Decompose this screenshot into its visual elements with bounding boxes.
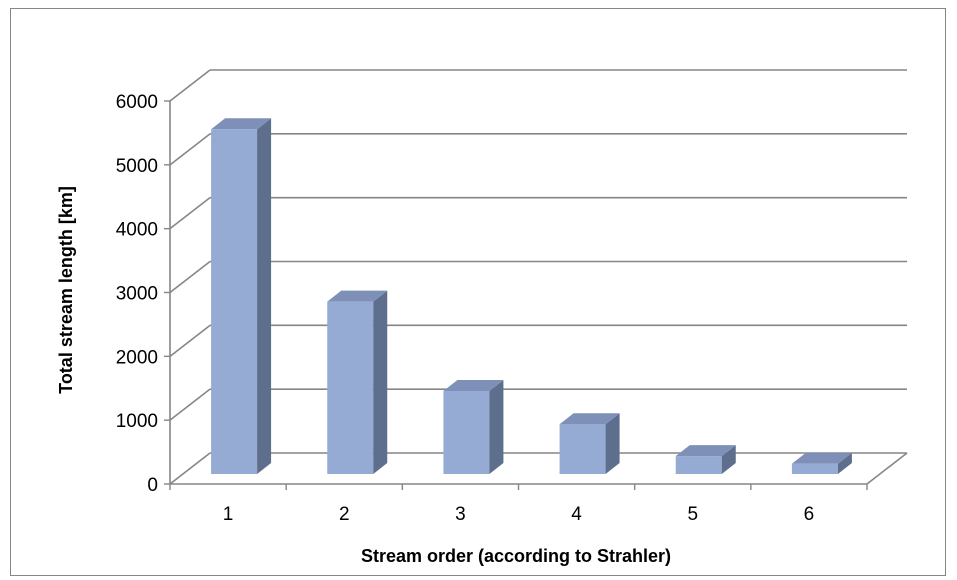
x-tick-labels: 1 2 3 4 5 6 xyxy=(223,504,814,525)
bar-side xyxy=(721,445,736,474)
gridline-diagonal xyxy=(169,388,211,421)
x-tick-label: 1 xyxy=(223,504,234,525)
y-axis-title: Total stream length [km] xyxy=(56,186,76,394)
gridline-diagonal xyxy=(169,260,211,294)
bar-3 xyxy=(443,380,504,474)
gridline-diagonal xyxy=(169,452,211,485)
x-tick-label: 3 xyxy=(455,504,466,525)
bar-5 xyxy=(675,445,736,474)
x-axis-title: Stream order (according to Strahler) xyxy=(361,546,671,566)
bar-2 xyxy=(327,290,388,474)
y-tick-labels: 0 1000 2000 3000 4000 5000 6000 xyxy=(116,92,158,496)
gridline-diagonal xyxy=(169,324,211,357)
gridline-diagonal xyxy=(169,69,211,102)
x-tick-label: 4 xyxy=(571,504,582,525)
bar-side xyxy=(373,290,388,474)
y-tick-label: 1000 xyxy=(116,411,158,432)
x-tick-label: 5 xyxy=(687,504,698,525)
y-tick-label: 0 xyxy=(147,475,158,496)
x-tick-label: 6 xyxy=(804,504,815,525)
bar-top xyxy=(327,290,388,302)
bar-top xyxy=(443,380,504,392)
bar-front xyxy=(559,424,606,474)
gridlines xyxy=(169,69,908,485)
bar-4 xyxy=(559,413,620,474)
bar-6 xyxy=(791,452,852,474)
bars xyxy=(211,118,852,475)
bar-top xyxy=(791,452,852,464)
y-tick-label: 6000 xyxy=(116,92,158,113)
bar-top xyxy=(211,118,272,130)
axes xyxy=(164,100,868,490)
x-tick-label: 2 xyxy=(339,504,350,525)
bar-1 xyxy=(211,118,272,475)
bar-front xyxy=(443,391,490,474)
bar-front xyxy=(791,463,838,474)
bar-front xyxy=(327,301,374,474)
y-tick-label: 5000 xyxy=(116,156,158,177)
y-tick-label: 4000 xyxy=(116,220,158,241)
y-tick-label: 2000 xyxy=(116,347,158,368)
gridline-diagonal xyxy=(169,133,211,166)
bar-top xyxy=(675,445,736,457)
gridline-diagonal xyxy=(169,197,211,230)
y-tick-label: 3000 xyxy=(116,284,158,305)
bar-front xyxy=(211,129,258,475)
bar-top xyxy=(559,413,620,425)
bar-front xyxy=(675,456,722,474)
bar-side xyxy=(489,380,504,474)
bar-side xyxy=(257,118,272,475)
bar-side xyxy=(837,452,852,474)
bar-side xyxy=(605,413,620,474)
floor-edge xyxy=(866,452,908,485)
